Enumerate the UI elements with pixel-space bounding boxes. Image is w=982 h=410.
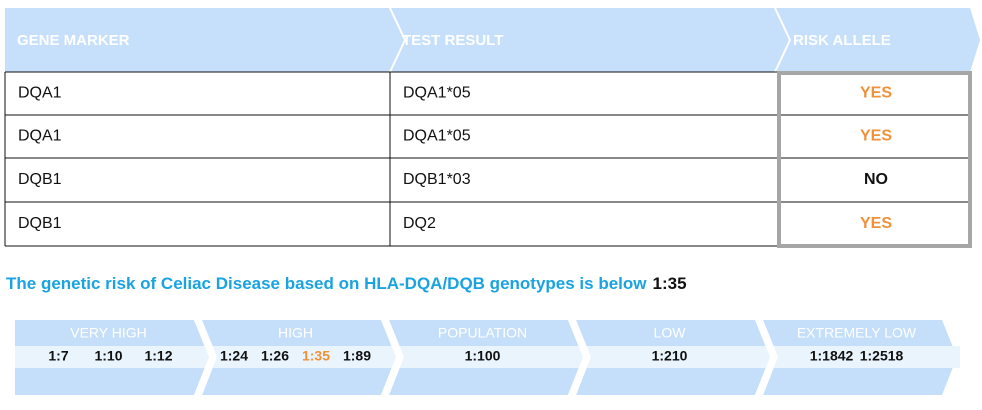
scale-ratio: 1:2518 xyxy=(860,348,904,364)
summary-value: 1:35 xyxy=(653,274,687,293)
scale-gap xyxy=(755,320,778,395)
scale-ratio: 1:100 xyxy=(465,348,501,364)
scale-label: POPULATION xyxy=(438,325,527,341)
column-header: RISK ALLELE xyxy=(793,32,891,49)
header-band xyxy=(5,8,980,72)
summary-text: The genetic risk of Celiac Disease based… xyxy=(6,274,647,293)
column-header: GENE MARKER xyxy=(17,32,130,49)
scale-gap xyxy=(568,320,591,395)
scale-label: VERY HIGH xyxy=(70,325,147,341)
scale-ratio: 1:89 xyxy=(343,348,371,364)
scale-gap xyxy=(381,320,404,395)
result-cell: DQA1*05 xyxy=(403,85,471,102)
result-cell: DQA1*05 xyxy=(403,128,471,145)
scale-gap xyxy=(194,320,217,395)
scale-label: LOW xyxy=(654,325,687,341)
scale-ratio: 1:1842 xyxy=(810,348,854,364)
gene-cell: DQA1 xyxy=(18,85,62,102)
scale-ratio: 1:24 xyxy=(220,348,248,364)
column-header: TEST RESULT xyxy=(402,32,503,49)
scale-ratio: 1:210 xyxy=(652,348,688,364)
header-chevron xyxy=(774,7,792,73)
gene-cell: DQA1 xyxy=(18,128,62,145)
risk-cell: YES xyxy=(860,215,892,232)
gene-cell: DQB1 xyxy=(18,215,62,232)
result-cell: DQB1*03 xyxy=(403,171,471,188)
header-chevron xyxy=(389,7,407,73)
risk-box xyxy=(777,71,972,248)
scale-ratio: 1:12 xyxy=(144,348,172,364)
scale-ratio: 1:7 xyxy=(48,348,68,364)
risk-cell: NO xyxy=(864,171,888,188)
scale-ratio: 1:26 xyxy=(261,348,289,364)
risk-cell: YES xyxy=(860,85,892,102)
result-cell: DQ2 xyxy=(403,215,436,232)
scale-middle xyxy=(15,346,960,368)
scale-label: HIGH xyxy=(278,325,313,341)
summary: The genetic risk of Celiac Disease based… xyxy=(6,274,687,293)
gene-cell: DQB1 xyxy=(18,171,62,188)
risk-cell: YES xyxy=(860,128,892,145)
scale-ratio: 1:10 xyxy=(94,348,122,364)
scale-ratio: 1:35 xyxy=(302,348,330,364)
scale-label: EXTREMELY LOW xyxy=(797,325,917,341)
